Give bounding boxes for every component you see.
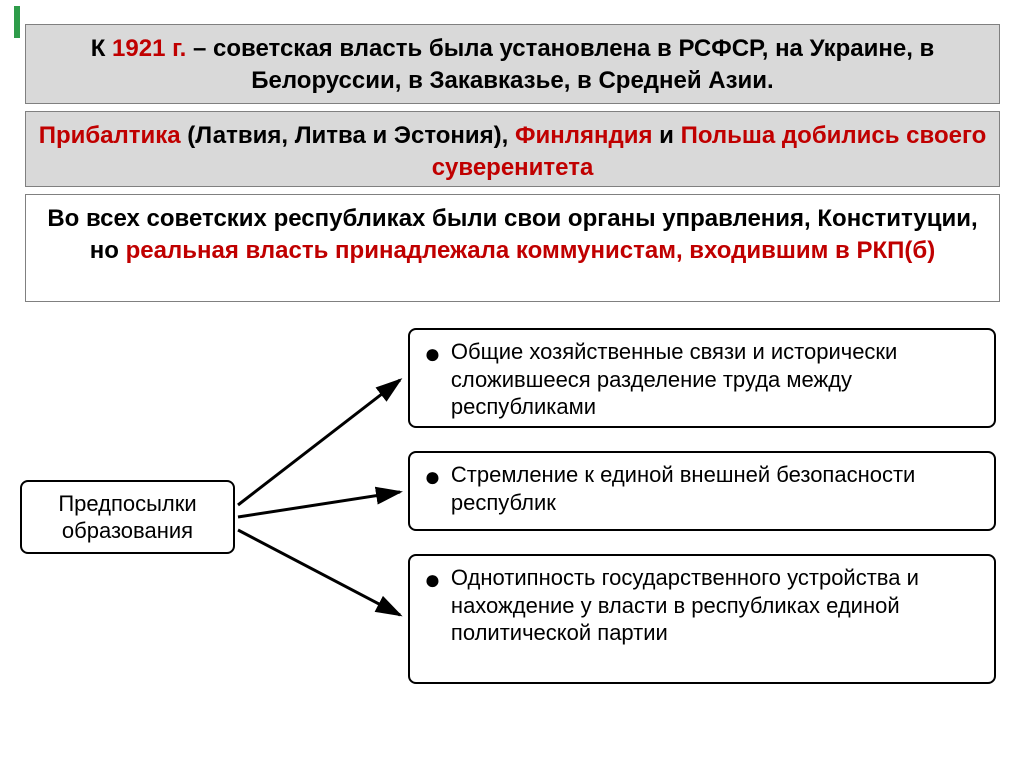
diagram-source-label: Предпосылки образования [36,490,219,545]
bullet-icon: ● [424,564,441,594]
bullet-icon: ● [424,338,441,368]
info-box-1921: К 1921 г. – советская власть была устано… [25,24,1000,104]
info-box-republics: Во всех советских республиках были свои … [25,194,1000,302]
info-box-baltic: Прибалтика (Латвия, Литва и Эстония), Фи… [25,111,1000,187]
bullet-icon: ● [424,461,441,491]
diagram-target-2-text: Стремление к единой внешней безопасности… [451,461,980,516]
diagram-target-3: ● Однотипность государственного устройст… [408,554,996,684]
diagram-target-1-text: Общие хозяйственные связи и ис­торически… [451,338,980,421]
diagram-target-1: ● Общие хозяйственные связи и ис­торичес… [408,328,996,428]
diagram-source: Предпосылки образования [20,480,235,554]
diagram-target-2: ● Стремление к единой внешней безопаснос… [408,451,996,531]
accent-bar [14,6,20,38]
diagram-target-3-text: Однотипность государственного устройства… [451,564,980,647]
